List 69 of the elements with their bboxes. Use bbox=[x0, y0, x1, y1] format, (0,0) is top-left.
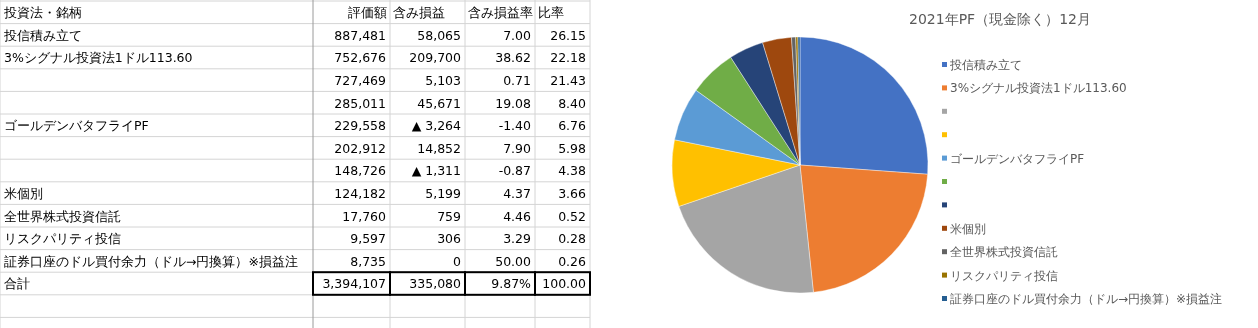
text: 100.00 bbox=[542, 276, 586, 292]
text: ▲ 1,311 bbox=[411, 163, 461, 179]
text: 14,852 bbox=[417, 140, 461, 156]
text: -1.40 bbox=[498, 118, 531, 134]
text: 887,481 bbox=[334, 27, 386, 43]
text: 3.29 bbox=[503, 231, 531, 247]
text: 5,199 bbox=[425, 186, 461, 202]
text: 8,735 bbox=[350, 253, 386, 269]
text: ▲ 3,264 bbox=[411, 118, 461, 134]
text: 6.76 bbox=[558, 118, 586, 134]
legend-label: リスクパリティ投信 bbox=[950, 268, 1058, 283]
text: 9.87% bbox=[491, 276, 531, 292]
legend-label: ゴールデンバタフライPF bbox=[950, 151, 1085, 166]
legend-label: 全世界株式投資信託 bbox=[950, 245, 1058, 260]
text: 17,760 bbox=[342, 208, 386, 224]
text: 投資法・銘柄 bbox=[3, 5, 82, 21]
category-label: 全世界株式投資信託 bbox=[4, 208, 121, 224]
text: 22.18 bbox=[550, 50, 586, 66]
text: 50.00 bbox=[495, 253, 531, 269]
text: 209,700 bbox=[409, 50, 461, 66]
text: 38.62 bbox=[495, 50, 531, 66]
category-label: 3%シグナル投資法1ドル113.60 bbox=[4, 50, 193, 66]
text: 0 bbox=[453, 253, 461, 269]
text: 9,597 bbox=[350, 231, 386, 247]
category-label: リスクパリティ投信 bbox=[4, 231, 121, 247]
text: -0.87 bbox=[498, 163, 531, 179]
legend-label: 投信積み立て bbox=[949, 58, 1022, 72]
text: 0.52 bbox=[558, 208, 586, 224]
text: 5,103 bbox=[425, 73, 461, 89]
category-label: 比率 bbox=[538, 5, 564, 21]
text: 752,676 bbox=[334, 50, 386, 66]
legend-label: 3%シグナル投資法1ドル113.60 bbox=[950, 81, 1127, 96]
text: 0.71 bbox=[503, 73, 531, 89]
text: 3.66 bbox=[558, 186, 586, 202]
category-label: 合計 bbox=[4, 276, 30, 292]
legend-label: 米個別 bbox=[950, 221, 986, 236]
text: 727,469 bbox=[334, 73, 386, 89]
category-label: 含み損益 bbox=[393, 5, 445, 21]
category-label: 評価額 bbox=[348, 5, 387, 21]
category-label: 証券口座のドル買付余力（ドル→円換算）※損益注 bbox=[4, 253, 298, 269]
category-label: ゴールデンバタフライPF bbox=[4, 118, 149, 134]
text: 8.40 bbox=[558, 95, 586, 111]
text: 0.28 bbox=[558, 231, 586, 247]
chart-title: 2021年PF（現金除く）12月 bbox=[909, 11, 1091, 27]
text: 759 bbox=[437, 208, 461, 224]
text: 45,671 bbox=[417, 95, 461, 111]
text: 229,558 bbox=[334, 118, 386, 134]
text: 285,011 bbox=[334, 95, 386, 111]
text: 124,182 bbox=[334, 186, 386, 202]
text: 26.15 bbox=[550, 27, 586, 43]
text: 4.37 bbox=[503, 186, 531, 202]
category-label: 米個別 bbox=[4, 186, 43, 202]
legend-label: 証券口座のドル買付余力（ドル→円換算）※損益注 bbox=[950, 292, 1223, 306]
text: 7.00 bbox=[503, 27, 531, 43]
text: 306 bbox=[437, 231, 461, 247]
category-label: 投信積み立て bbox=[4, 27, 82, 43]
text: 335,080 bbox=[409, 276, 461, 292]
text: 4.38 bbox=[558, 163, 586, 179]
text: 19.08 bbox=[495, 95, 531, 111]
text: 148,726 bbox=[334, 163, 386, 179]
text: 0.26 bbox=[558, 253, 586, 269]
category-label: 含み損益率 bbox=[468, 5, 533, 21]
text: 21.43 bbox=[550, 73, 586, 89]
text: 58,065 bbox=[417, 27, 461, 43]
text: 5.98 bbox=[558, 140, 586, 156]
text: 3,394,107 bbox=[322, 276, 386, 292]
text: 202,912 bbox=[334, 140, 386, 156]
text: 4.46 bbox=[503, 208, 531, 224]
text: 7.90 bbox=[503, 140, 531, 156]
